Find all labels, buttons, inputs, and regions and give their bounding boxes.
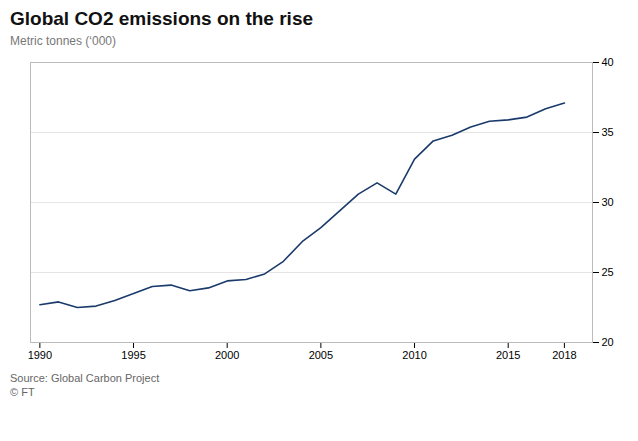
svg-text:30: 30	[602, 196, 614, 208]
svg-text:35: 35	[602, 126, 614, 138]
svg-text:2005: 2005	[309, 349, 333, 361]
html-text:© FT: © FT	[10, 386, 35, 398]
svg-text:1990: 1990	[28, 349, 52, 361]
svg-text:25: 25	[602, 266, 614, 278]
svg-text:20: 20	[602, 336, 614, 348]
html-text:Metric tonnes (‘000): Metric tonnes (‘000)	[10, 34, 116, 48]
html-text:Global CO2 emissions on the ri: Global CO2 emissions on the rise	[10, 8, 313, 29]
svg-text:2000: 2000	[215, 349, 239, 361]
html-text:Source: Global Carbon Project: Source: Global Carbon Project	[10, 372, 160, 384]
svg-text:2018: 2018	[552, 349, 576, 361]
svg-text:2010: 2010	[402, 349, 426, 361]
svg-text:2015: 2015	[496, 349, 520, 361]
svg-text:40: 40	[602, 56, 614, 68]
svg-text:1995: 1995	[121, 349, 145, 361]
